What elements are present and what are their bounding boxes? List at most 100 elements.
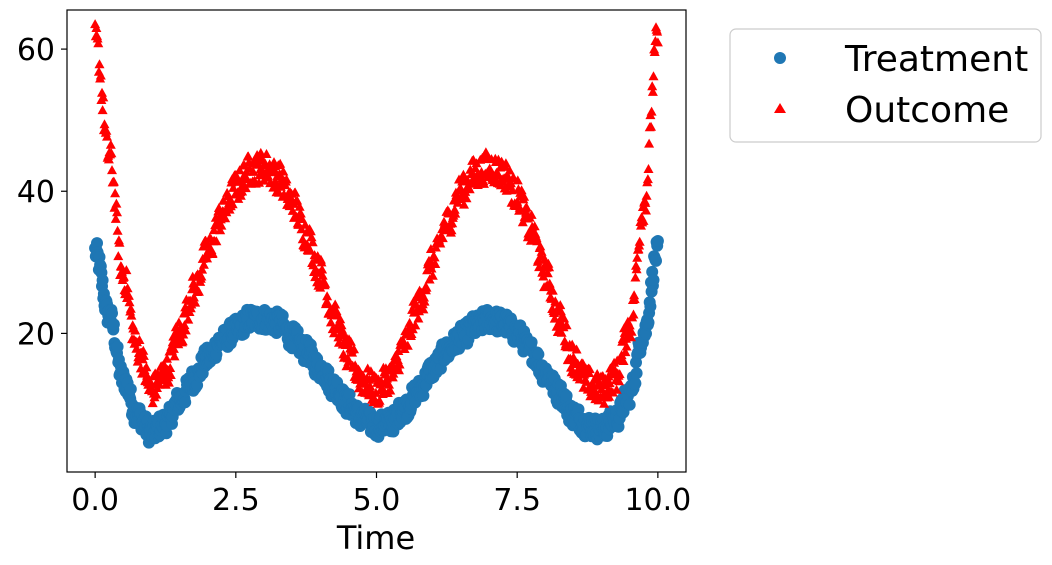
outcome-point [447,218,458,228]
x-tick-label: 0.0 [71,483,119,518]
outcome-point [105,139,116,149]
outcome-point [287,205,298,215]
outcome-point [375,376,386,385]
outcome-point [614,376,625,386]
outcome-point [647,86,658,96]
outcome-point [141,362,152,372]
outcome-point [459,199,469,209]
outcome-point [190,297,201,307]
treatment-point [642,316,655,329]
outcome-point [142,370,152,380]
outcome-point [652,37,663,47]
outcome-point [99,119,110,129]
outcome-point [410,299,421,309]
outcome-point [544,262,555,272]
treatment-point [644,300,657,313]
outcome-point [632,252,643,262]
outcome-point [92,33,103,43]
outcome-point [584,364,595,374]
outcome-point [520,207,531,217]
legend-outcome-marker [774,103,786,113]
outcome-point [215,225,226,235]
outcome-point [322,291,333,301]
legend: Treatment Outcome [729,28,1042,143]
legend-box [729,28,1042,143]
outcome-point [125,303,136,313]
outcome-point [112,207,122,217]
outcome-point [652,26,663,36]
outcome-point [239,160,250,170]
outcome-point [394,359,405,369]
outcome-point [629,290,640,300]
outcome-point [294,201,305,211]
outcome-point [306,232,317,242]
outcome-point [220,213,231,223]
y-tick-label: 60 [17,33,55,68]
outcome-point [198,241,209,251]
x-tick-label: 10.0 [624,483,691,518]
outcome-point [418,304,429,314]
outcome-point [641,205,651,215]
outcome-point [114,237,125,247]
outcome-point [555,306,566,316]
treatment-point [343,388,356,401]
outcome-point [365,381,376,391]
outcome-point [138,345,149,355]
x-axis-label: Time [336,519,415,557]
treatment-point [124,383,137,396]
outcome-point [111,198,122,208]
outcome-point [640,197,651,207]
outcome-point [151,389,162,399]
outcome-point [295,208,306,218]
outcome-point [556,327,567,337]
treatment-point [630,367,643,380]
outcome-point [145,376,156,386]
outcome-point [98,92,109,102]
outcome-point [470,163,481,173]
treatment-point [111,340,124,353]
outcome-point [130,325,141,335]
outcome-point [624,320,635,330]
outcome-point [316,257,327,267]
outcome-point [604,378,615,388]
outcome-point [196,271,207,281]
outcome-point [261,149,272,158]
outcome-point [620,347,631,357]
outcome-point [110,188,121,198]
outcome-point [138,350,149,360]
outcome-point [93,38,104,48]
outcome-point [419,296,430,306]
outcome-point [211,236,222,246]
outcome-point [307,237,318,247]
outcome-point [630,272,641,282]
treatment-point [560,389,573,402]
outcome-point [95,70,106,80]
outcome-point [529,221,540,231]
outcome-point [168,343,179,353]
outcome-point [621,341,632,351]
outcome-point [290,187,301,197]
outcome-point [158,359,169,369]
x-tick-label: 2.5 [212,483,260,518]
outcome-point [638,215,649,225]
outcome-point [336,320,347,330]
outcome-point [102,131,112,141]
outcome-point [208,225,219,235]
outcome-point [429,252,440,262]
outcome-point [300,219,311,229]
outcome-point [538,271,549,281]
outcome-point [561,320,572,330]
outcome-point [581,376,592,386]
outcome-point [446,225,457,235]
outcome-point [335,314,346,324]
outcome-point [183,314,194,324]
treatment-point [651,235,664,247]
outcome-point [163,377,174,387]
treatment-point [91,237,103,250]
outcome-point [521,202,532,212]
treatment-point [650,254,662,267]
outcome-point [97,105,108,115]
outcome-point [165,363,176,372]
x-tick-label: 5.0 [353,483,401,518]
